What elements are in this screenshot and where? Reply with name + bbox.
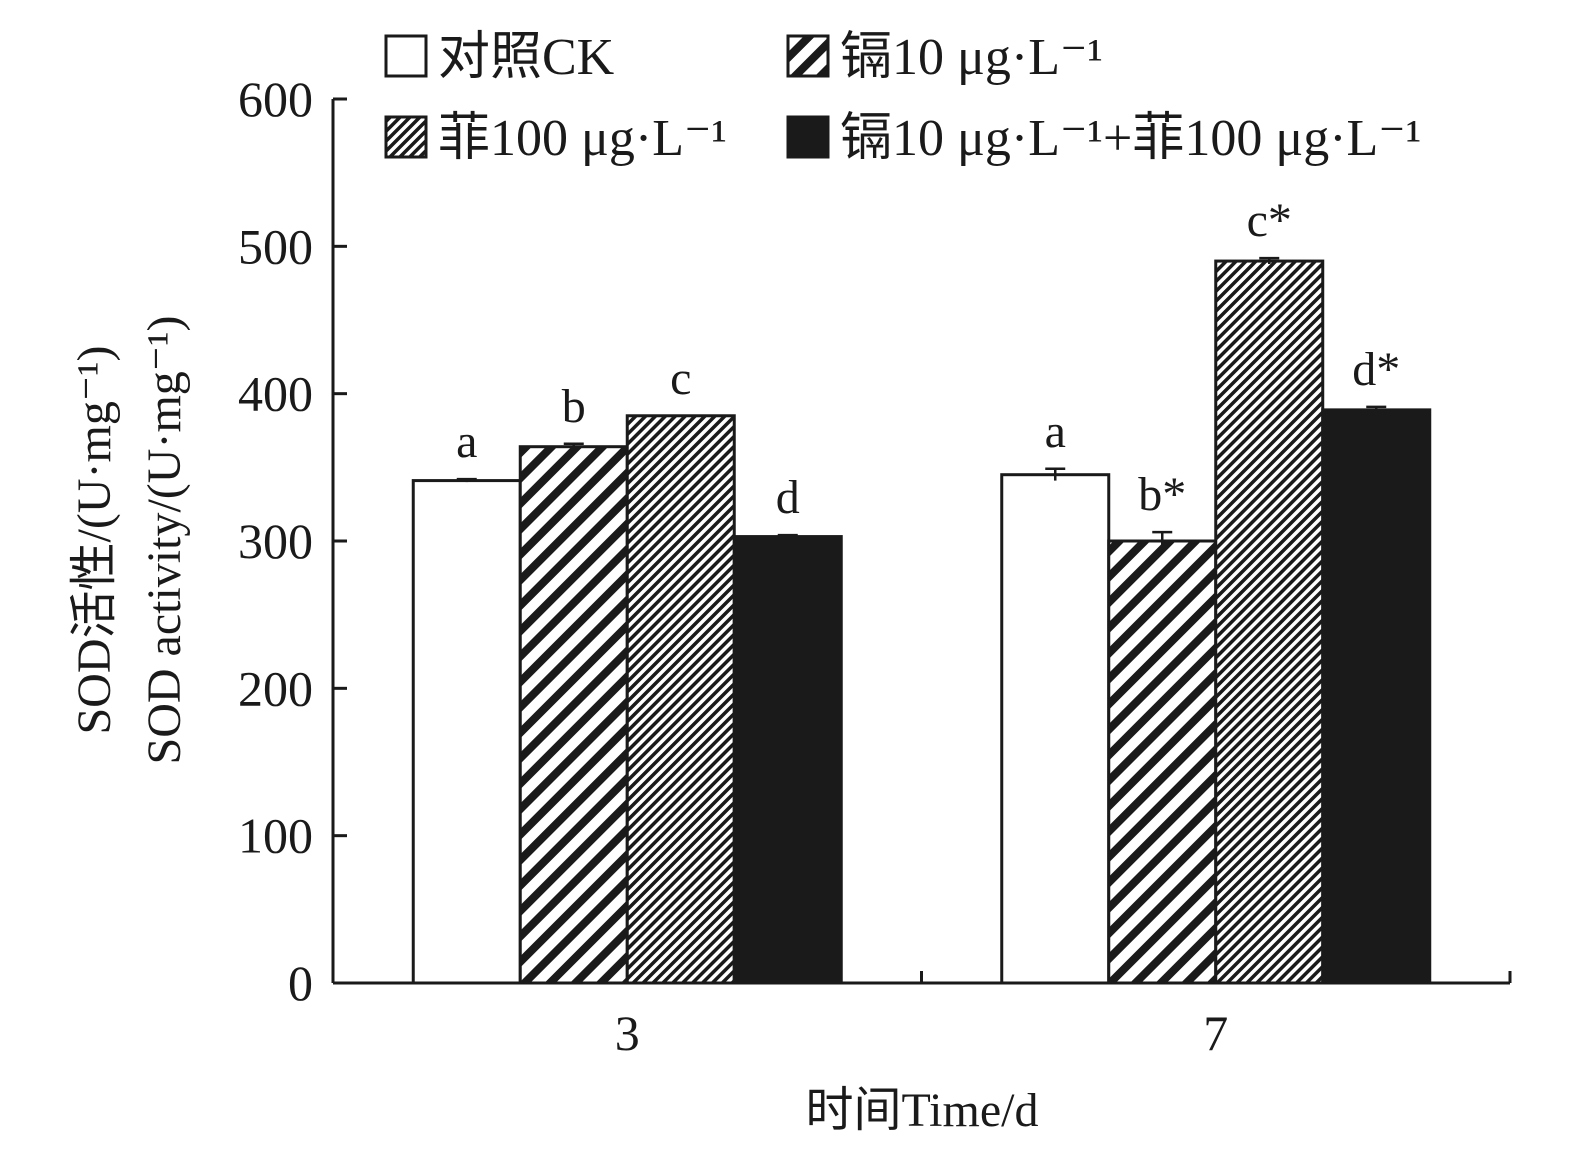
legend-item-4: 镉10 μg·L⁻¹+菲100 μg·L⁻¹ (786, 110, 1421, 167)
significance-label: c (670, 352, 691, 405)
y-tick-label: 500 (238, 218, 313, 274)
significance-label: d (776, 471, 800, 524)
significance-label: d* (1352, 343, 1400, 396)
x-axis-title: 时间Time/d (806, 1084, 1039, 1137)
legend-swatch (384, 115, 428, 159)
significance-label: a (1045, 405, 1066, 458)
significance-label: b (562, 380, 586, 433)
significance-label: a (456, 415, 477, 468)
bar-series-2-cat-3 (518, 445, 629, 985)
bar-series-1-cat-3 (411, 479, 522, 985)
y-tick-label: 200 (238, 660, 313, 716)
bar-series-3-cat-3 (625, 414, 736, 985)
y-axis-title-en: SOD activity/(U·mg⁻¹) (138, 316, 191, 765)
legend-item-2: 镉10 μg·L⁻¹ (786, 29, 1103, 86)
significance-label: c* (1247, 194, 1292, 247)
legend-label: 镉10 μg·L⁻¹+菲100 μg·L⁻¹ (840, 110, 1421, 167)
legend-swatch (786, 115, 830, 159)
bars: a b c d a b* c* d* (411, 194, 1432, 985)
y-tick-label: 0 (288, 955, 313, 1011)
legend-label: 菲100 μg·L⁻¹ (438, 110, 727, 167)
y-axis-title-cn: SOD活性/(U·mg⁻¹) (68, 345, 121, 734)
legend: 对照CK 镉10 μg·L⁻¹ 菲100 μg·L⁻¹ 镉10 μg·L⁻¹+菲100… (384, 29, 1421, 167)
y-axis: 0 100 200 300 400 500 600 (238, 71, 347, 1011)
bar-series-1-cat-7 (1000, 473, 1111, 985)
bar-series-2-cat-7 (1107, 539, 1218, 985)
x-tick-label: 7 (1203, 1005, 1228, 1061)
legend-item-1: 对照CK (384, 29, 615, 86)
y-tick-label: 600 (238, 71, 313, 127)
y-tick-label: 400 (238, 366, 313, 422)
legend-item-3: 菲100 μg·L⁻¹ (384, 110, 727, 167)
legend-swatch (384, 34, 428, 78)
legend-label: 对照CK (438, 29, 615, 86)
bar-series-3-cat-7 (1214, 259, 1325, 985)
bar-series-4-cat-3 (732, 535, 843, 985)
legend-label: 镉10 μg·L⁻¹ (840, 29, 1103, 86)
significance-label: b* (1138, 468, 1186, 521)
bar-series-4-cat-7 (1321, 408, 1432, 985)
x-tick-label: 3 (615, 1005, 640, 1061)
y-tick-label: 100 (238, 808, 313, 864)
legend-swatch (786, 34, 830, 78)
y-tick-label: 300 (238, 513, 313, 569)
